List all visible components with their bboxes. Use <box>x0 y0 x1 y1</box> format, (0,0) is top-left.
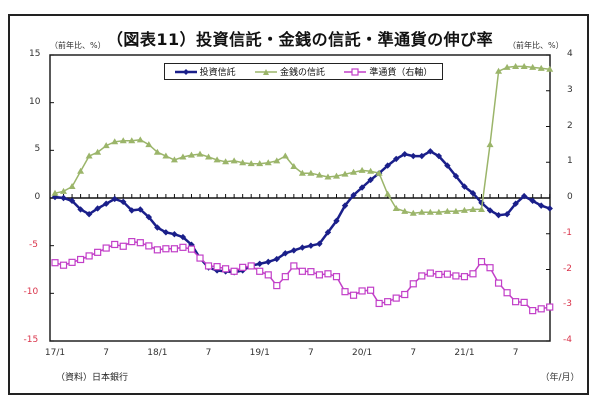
right-axis-tick-label: -2 <box>563 263 572 274</box>
source-note: （資料）日本銀行 <box>56 373 129 383</box>
diamond-marker-icon <box>174 68 197 75</box>
x-axis-unit: （年/月） <box>540 373 580 383</box>
right-axis-unit: （前年比、%） <box>508 41 564 50</box>
left-axis-tick-label: 10 <box>29 96 41 107</box>
x-axis-tick-label: 7 <box>410 348 417 358</box>
right-axis-tick-label: 0 <box>567 192 573 202</box>
legend-item-investment-trust: 投資信託 <box>174 65 236 78</box>
x-axis-tick-label: 17/1 <box>44 348 66 358</box>
legend-label: 金銭の信託 <box>279 68 325 78</box>
x-axis-tick-label: 18/1 <box>147 348 168 358</box>
x-axis-tick-label: 7 <box>512 348 519 358</box>
chart-legend: 投資信託 金銭の信託 準通貨（右軸） <box>164 63 443 80</box>
left-axis-tick-label: 0 <box>34 192 41 202</box>
left-axis-unit: （前年比、%） <box>50 41 106 50</box>
right-axis-tick-label: 3 <box>567 84 573 95</box>
triangle-marker-icon <box>254 68 277 75</box>
left-axis-tick-label: 5 <box>34 144 41 155</box>
x-axis-tick-label: 19/1 <box>249 348 270 358</box>
left-axis-tick-label: -10 <box>23 287 39 298</box>
chart-frame <box>8 14 589 395</box>
x-axis-tick-label: 20/1 <box>351 348 373 358</box>
legend-item-money-trust: 金銭の信託 <box>254 65 325 78</box>
right-axis-tick-label: -1 <box>563 227 572 238</box>
square-marker-icon <box>344 67 367 76</box>
x-axis-tick-label: 7 <box>103 348 110 358</box>
left-axis-tick-label: 15 <box>29 49 41 59</box>
left-axis-tick-label: -5 <box>29 239 38 250</box>
legend-label: 投資信託 <box>199 68 236 78</box>
right-axis-tick-label: 2 <box>567 120 573 131</box>
chart-title: （図表11）投資信託・金銭の信託・準通貨の伸び率 <box>106 30 494 49</box>
left-axis-tick-label: -15 <box>23 335 39 345</box>
legend-item-quasi-money: 準通貨（右軸） <box>344 65 432 78</box>
series-line <box>54 65 550 215</box>
x-axis-tick-label: 7 <box>308 348 314 358</box>
right-axis-tick-label: 1 <box>567 156 573 167</box>
x-axis-tick-label: 21/1 <box>454 348 475 358</box>
right-axis-tick-label: -3 <box>563 299 572 310</box>
legend-label: 準通貨（右軸） <box>369 68 433 78</box>
right-axis-tick-label: -4 <box>563 335 572 345</box>
x-axis-tick-label: 7 <box>205 348 212 358</box>
right-axis-tick-label: 4 <box>567 49 573 59</box>
